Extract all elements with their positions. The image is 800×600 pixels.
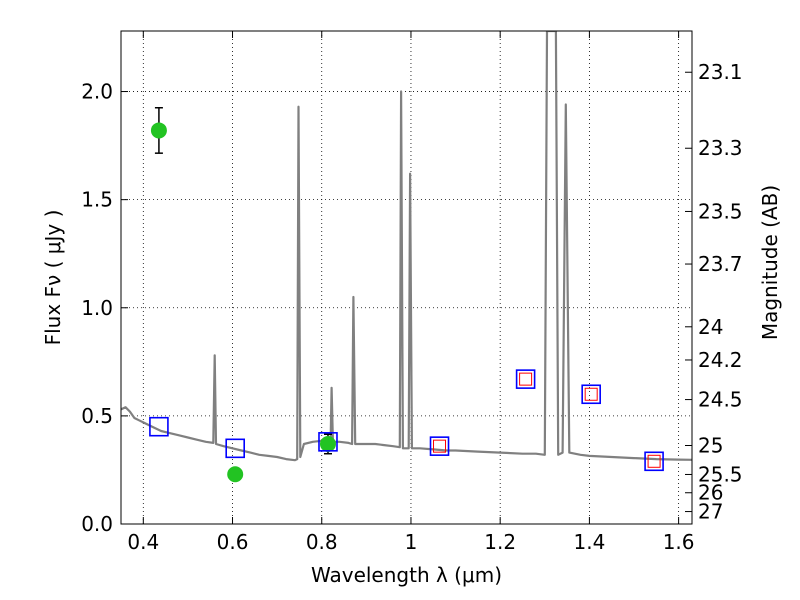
- magnitude-tick-label: 23.5: [698, 199, 743, 223]
- x-tick-label: 0.6: [217, 530, 249, 554]
- magnitude-tick-label: 24: [698, 315, 723, 339]
- plot-data: [121, 31, 692, 483]
- observed-point: [150, 122, 167, 139]
- plot-area: [121, 31, 692, 483]
- model-photometry-square: [644, 451, 664, 472]
- x-axis-label: Wavelength λ (μm): [311, 563, 502, 587]
- y-tick-label: 2.0: [81, 80, 113, 104]
- model-photometry-inner-square: [584, 387, 598, 401]
- y-tick-label: 0.5: [81, 404, 113, 428]
- model-photometry-square: [429, 436, 450, 456]
- model-photometry-inner-square: [519, 372, 533, 386]
- x-tick-label: 1.4: [573, 530, 605, 554]
- magnitude-tick-label: 26: [698, 481, 723, 505]
- magnitude-tick-label: 24.5: [698, 388, 743, 412]
- magnitude-tick-label: 23.7: [698, 252, 743, 276]
- model-photometry-square: [149, 416, 169, 437]
- observed-point: [319, 435, 336, 452]
- model-photometry-inner-square: [647, 454, 661, 468]
- x-tick-label: 0.4: [127, 530, 159, 554]
- grid: [121, 31, 692, 525]
- x-tick-label: 1.2: [484, 530, 516, 554]
- model-photometry-square: [225, 438, 245, 459]
- y-tick-label: 1.5: [81, 188, 113, 212]
- magnitude-tick-label: 25: [698, 433, 723, 457]
- x-tick-label: 1: [405, 530, 418, 554]
- model-spectrum-line: [121, 31, 692, 462]
- x-tick-label: 0.8: [306, 530, 338, 554]
- magnitude-tick-label: 25.5: [698, 462, 743, 486]
- model-photometry-square: [515, 369, 536, 389]
- axis-ticks: 0.4 0.6 0.8 1 1.2 1.4 1.6 0.0 0.5 1.0 1.5 2.0 23.1 23…: [81, 31, 743, 554]
- observed-point: [227, 466, 244, 483]
- model-photometry-inner-square: [433, 439, 447, 453]
- magnitude-tick-label: 24.2: [698, 348, 743, 372]
- magnitude-tick-label: 27: [698, 500, 723, 524]
- plot-frame: [120, 30, 693, 525]
- y-tick-label: 1.0: [81, 296, 113, 320]
- y-tick-label: 0.0: [81, 512, 113, 536]
- magnitude-axis-label: Magnitude (AB): [758, 185, 782, 340]
- magnitude-tick-label: 23.1: [698, 60, 743, 84]
- x-tick-label: 1.6: [663, 530, 695, 554]
- magnitude-tick-label: 23.3: [698, 136, 743, 160]
- model-photometry-square: [581, 384, 601, 405]
- y-axis-label: Flux Fν ( μJy ): [41, 210, 65, 346]
- model-photometry-square: [318, 432, 338, 452]
